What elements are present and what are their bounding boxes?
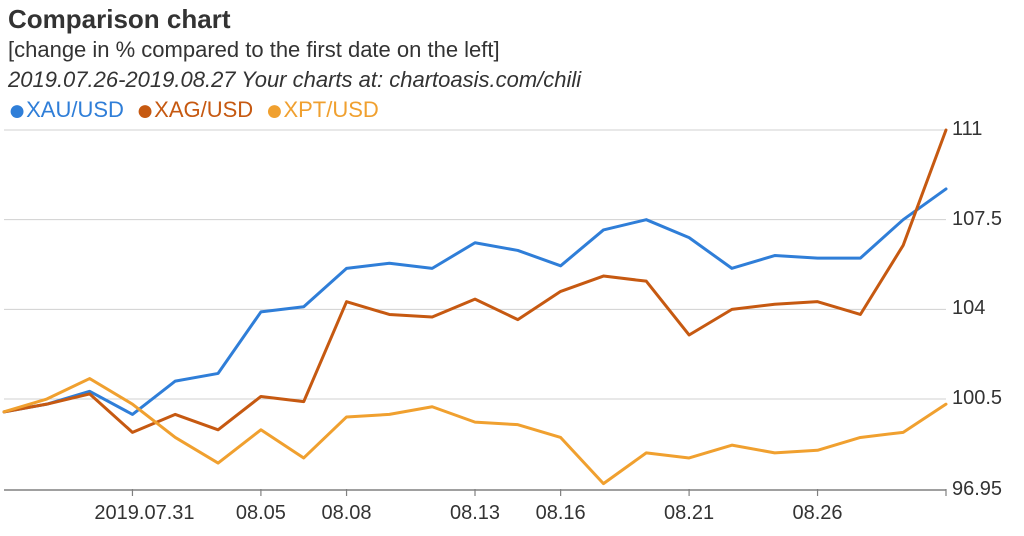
legend-marker-xpt: ● [265, 94, 283, 127]
y-tick-label: 111 [952, 118, 982, 141]
legend-marker-xau: ● [8, 94, 26, 127]
series-line-xag-usd [4, 130, 946, 432]
legend-item-xpt: ●XPT/USD [265, 95, 378, 125]
series-line-xpt-usd [4, 379, 946, 484]
y-tick-label: 96.95 [952, 478, 1002, 501]
y-tick-label: 104 [952, 297, 985, 320]
legend-item-xau: ●XAU/USD [8, 95, 124, 125]
chart-title: Comparison chart [8, 4, 1016, 35]
x-tick-label: 2019.07.31 [94, 502, 194, 525]
x-tick-label: 08.05 [236, 502, 286, 525]
x-tick-label: 08.16 [536, 502, 586, 525]
chart-legend: ●XAU/USD ●XAG/USD ●XPT/USD [8, 95, 1016, 125]
legend-label-xau: XAU/USD [26, 97, 124, 122]
x-tick-label: 08.26 [793, 502, 843, 525]
y-tick-label: 100.5 [952, 387, 1002, 410]
chart-dateline: 2019.07.26-2019.08.27 Your charts at: ch… [8, 65, 1016, 95]
plot-area [4, 130, 946, 490]
x-tick-label: 08.21 [664, 502, 714, 525]
chart-header: Comparison chart [change in % compared t… [8, 4, 1016, 124]
comparison-chart: Comparison chart [change in % compared t… [0, 0, 1024, 536]
x-tick-label: 08.08 [322, 502, 372, 525]
chart-subtitle: [change in % compared to the first date … [8, 35, 1016, 65]
plot-svg [4, 130, 946, 498]
x-ticks: 2019.07.31 08.05 08.08 08.13 08.16 08.21 08.26 [4, 496, 946, 530]
y-tick-label: 107.5 [952, 208, 1002, 231]
legend-marker-xag: ● [136, 94, 154, 127]
legend-label-xpt: XPT/USD [283, 97, 378, 122]
legend-item-xag: ●XAG/USD [136, 95, 253, 125]
legend-label-xag: XAG/USD [154, 97, 253, 122]
x-tick-label: 08.13 [450, 502, 500, 525]
